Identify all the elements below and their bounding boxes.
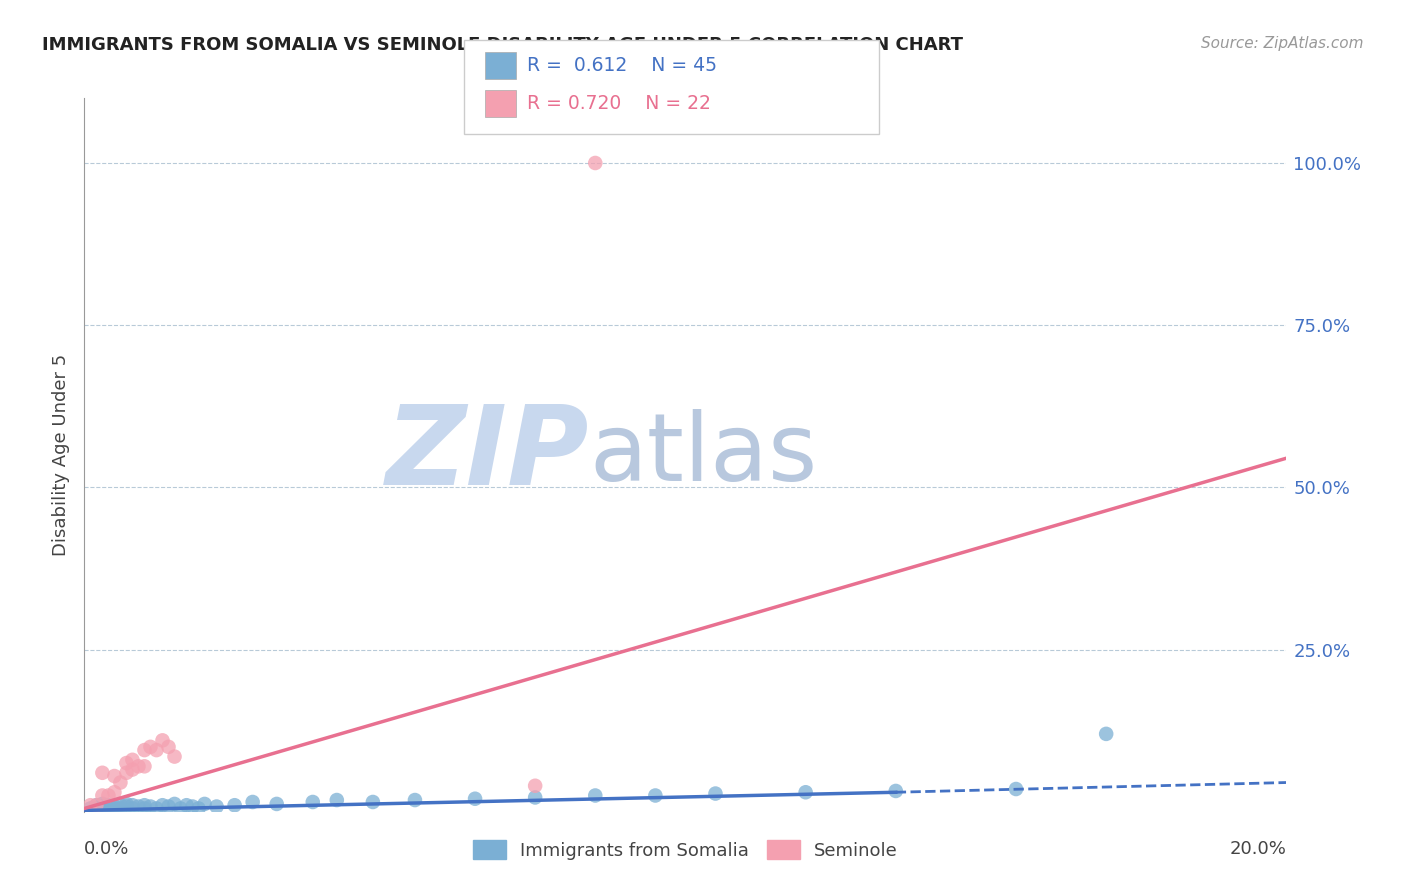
Point: [301, 795, 323, 809]
Point: [326, 793, 349, 807]
Point: [110, 798, 132, 813]
Point: [157, 799, 180, 814]
Text: R = 0.720    N = 22: R = 0.720 N = 22: [527, 95, 711, 113]
Point: [134, 801, 156, 815]
Text: IMMIGRANTS FROM SOMALIA VS SEMINOLE DISABILITY AGE UNDER 5 CORRELATION CHART: IMMIGRANTS FROM SOMALIA VS SEMINOLE DISA…: [42, 36, 963, 54]
Text: Source: ZipAtlas.com: Source: ZipAtlas.com: [1201, 36, 1364, 51]
Point: [115, 799, 138, 814]
Point: [163, 749, 186, 764]
Point: [704, 787, 727, 801]
Point: [169, 801, 191, 815]
Point: [361, 795, 384, 809]
Point: [152, 733, 174, 747]
Text: 0.0%: 0.0%: [84, 840, 129, 858]
Point: [145, 801, 167, 815]
Point: [524, 779, 547, 793]
Point: [103, 799, 125, 814]
Point: [115, 765, 138, 780]
Point: [583, 156, 606, 170]
Point: [127, 759, 149, 773]
Point: [97, 789, 120, 803]
Point: [127, 799, 149, 814]
Point: [176, 798, 198, 813]
Y-axis label: Disability Age Under 5: Disability Age Under 5: [52, 354, 70, 556]
Text: 20.0%: 20.0%: [1230, 840, 1286, 858]
Text: R =  0.612    N = 45: R = 0.612 N = 45: [527, 56, 717, 75]
Text: atlas: atlas: [589, 409, 817, 501]
Point: [115, 797, 138, 811]
Point: [103, 785, 125, 799]
Point: [134, 798, 156, 813]
Point: [103, 769, 125, 783]
Point: [97, 801, 120, 815]
Point: [152, 798, 174, 813]
Point: [163, 797, 186, 811]
Point: [121, 753, 143, 767]
Point: [79, 801, 101, 815]
Point: [794, 785, 817, 799]
Point: [139, 799, 162, 814]
Point: [121, 763, 143, 777]
Point: [884, 784, 907, 798]
Point: [145, 743, 167, 757]
Point: [1095, 727, 1118, 741]
Point: [524, 790, 547, 805]
Point: [121, 801, 143, 815]
Point: [134, 759, 156, 773]
Point: [224, 798, 246, 813]
Point: [91, 799, 114, 814]
Point: [205, 799, 228, 814]
Legend: Immigrants from Somalia, Seminole: Immigrants from Somalia, Seminole: [465, 833, 905, 867]
Point: [103, 801, 125, 815]
Point: [187, 801, 209, 815]
Point: [242, 795, 264, 809]
Point: [583, 789, 606, 803]
Point: [181, 799, 204, 814]
Point: [464, 791, 486, 805]
Point: [194, 797, 217, 811]
Point: [86, 801, 108, 815]
Point: [134, 743, 156, 757]
Point: [91, 765, 114, 780]
Point: [97, 798, 120, 813]
Point: [110, 775, 132, 789]
Point: [157, 739, 180, 754]
Point: [110, 801, 132, 815]
Point: [91, 789, 114, 803]
Point: [91, 797, 114, 811]
Point: [115, 756, 138, 770]
Point: [266, 797, 288, 811]
Point: [1005, 782, 1028, 797]
Point: [86, 798, 108, 813]
Point: [86, 798, 108, 813]
Point: [644, 789, 666, 803]
Text: ZIP: ZIP: [385, 401, 589, 508]
Point: [79, 798, 101, 813]
Point: [121, 798, 143, 813]
Point: [139, 739, 162, 754]
Point: [404, 793, 426, 807]
